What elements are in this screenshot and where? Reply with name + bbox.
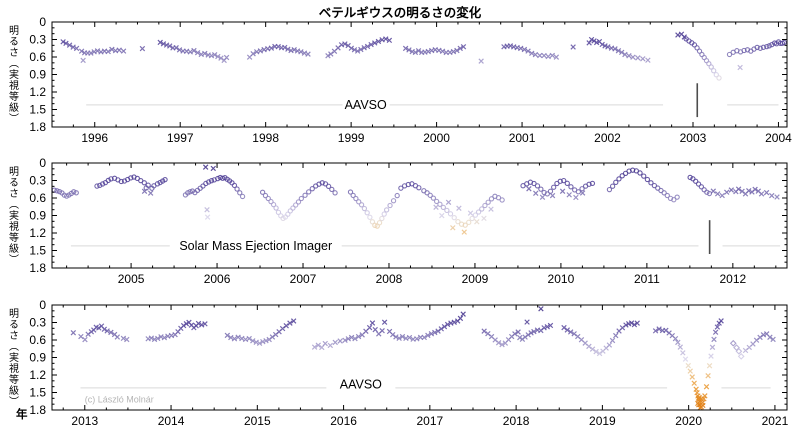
x-tick-label: 2013 (71, 414, 98, 427)
y-tick-label: 1.5 (29, 244, 46, 258)
source-label: AAVSO (345, 98, 387, 112)
panel-1-aavso: 1996 1997 1998 1999 2000 2001 2002 2003 2004 0 0.3… (29, 15, 792, 145)
y-tick-label: 1.8 (29, 120, 46, 134)
y-tick-label: 1.2 (29, 85, 46, 99)
y-tick-label: 1.8 (29, 403, 46, 417)
x-tick-label: 2004 (765, 131, 792, 145)
x-tick-label: 2019 (589, 414, 616, 427)
x-tick-label: 2003 (680, 131, 707, 145)
series-x-aavso-visual-x (60, 31, 743, 71)
y-axis-label-panel1: 明るさ（実視等級） (6, 25, 18, 124)
x-tick-label: 2021 (762, 414, 789, 427)
x-tick-label: 2002 (594, 131, 621, 145)
series-o-aavso-photometry-o (683, 36, 787, 81)
y-tick-label: 0.3 (29, 316, 46, 330)
x-tick-label: 2018 (503, 414, 530, 427)
x-tick-label: 1996 (81, 131, 108, 145)
x-tick-label: 2012 (719, 272, 746, 286)
y-tick-label: 1.5 (29, 103, 46, 117)
source-label: AAVSO (340, 377, 382, 391)
panel-3-aavso: 2013 2014 2015 2016 2017 2018 2019 2020 2021 0 0.3… (29, 298, 788, 427)
y-tick-label: 0 (39, 156, 46, 170)
series-x-visual-x (141, 164, 780, 235)
x-tick-label: 2011 (634, 272, 660, 286)
x-tick-label: 1997 (167, 131, 194, 145)
series-d-photometry-diamonds (729, 339, 745, 360)
y-tick-label: 1.5 (29, 386, 46, 400)
y-tick-label: 0.6 (29, 191, 46, 205)
y-tick-label: 0.3 (29, 174, 46, 188)
y-tick-label: 0.9 (29, 209, 46, 223)
x-tick-label: 2020 (675, 414, 702, 427)
x-axis-label: 年 (16, 409, 28, 421)
chart-title: ベテルギウスの明るさの変化 (318, 6, 482, 20)
y-axis-label-panel2: 明るさ（実視等級） (6, 166, 18, 265)
x-tick-label: 1999 (338, 131, 365, 145)
x-tick-label: 2006 (204, 272, 231, 286)
x-tick-label: 2008 (376, 272, 403, 286)
x-tick-label: 2009 (462, 272, 489, 286)
series-o-smei-photometry-o (51, 167, 713, 229)
y-tick-label: 1.2 (29, 368, 46, 382)
y-tick-label: 0.9 (29, 68, 46, 82)
x-tick-label: 2005 (118, 272, 145, 286)
x-tick-label: 2000 (423, 131, 450, 145)
y-tick-label: 0.6 (29, 333, 46, 347)
x-tick-label: 2010 (548, 272, 575, 286)
x-tick-label: 1998 (252, 131, 279, 145)
series-x-aavso-visual-x (70, 306, 776, 411)
y-tick-label: 0.3 (29, 33, 46, 47)
y-tick-label: 0.6 (29, 50, 46, 64)
x-tick-label: 2017 (417, 414, 444, 427)
y-axis-label-panel3: 明るさ（実視等級） (6, 308, 18, 407)
credit-text: (c) László Molnár (85, 395, 154, 405)
source-label: Solar Mass Ejection Imager (179, 239, 332, 253)
y-tick-label: 0 (39, 15, 46, 29)
panel-2-solar-mass-ejection-imager: 2005 2006 2007 2008 2009 2010 2011 2012 0 0.3 0.6 0… (29, 156, 788, 286)
x-tick-label: 2007 (290, 272, 317, 286)
y-tick-label: 0 (39, 298, 46, 312)
y-tick-label: 0.9 (29, 351, 46, 365)
panel-frame (51, 21, 788, 128)
x-tick-label: 2016 (330, 414, 357, 427)
x-tick-label: 2015 (244, 414, 271, 427)
x-tick-label: 2001 (509, 131, 536, 145)
panel-frame (51, 304, 788, 411)
y-tick-label: 1.8 (29, 261, 46, 275)
y-tick-label: 1.2 (29, 226, 46, 240)
x-tick-label: 2014 (158, 414, 185, 427)
